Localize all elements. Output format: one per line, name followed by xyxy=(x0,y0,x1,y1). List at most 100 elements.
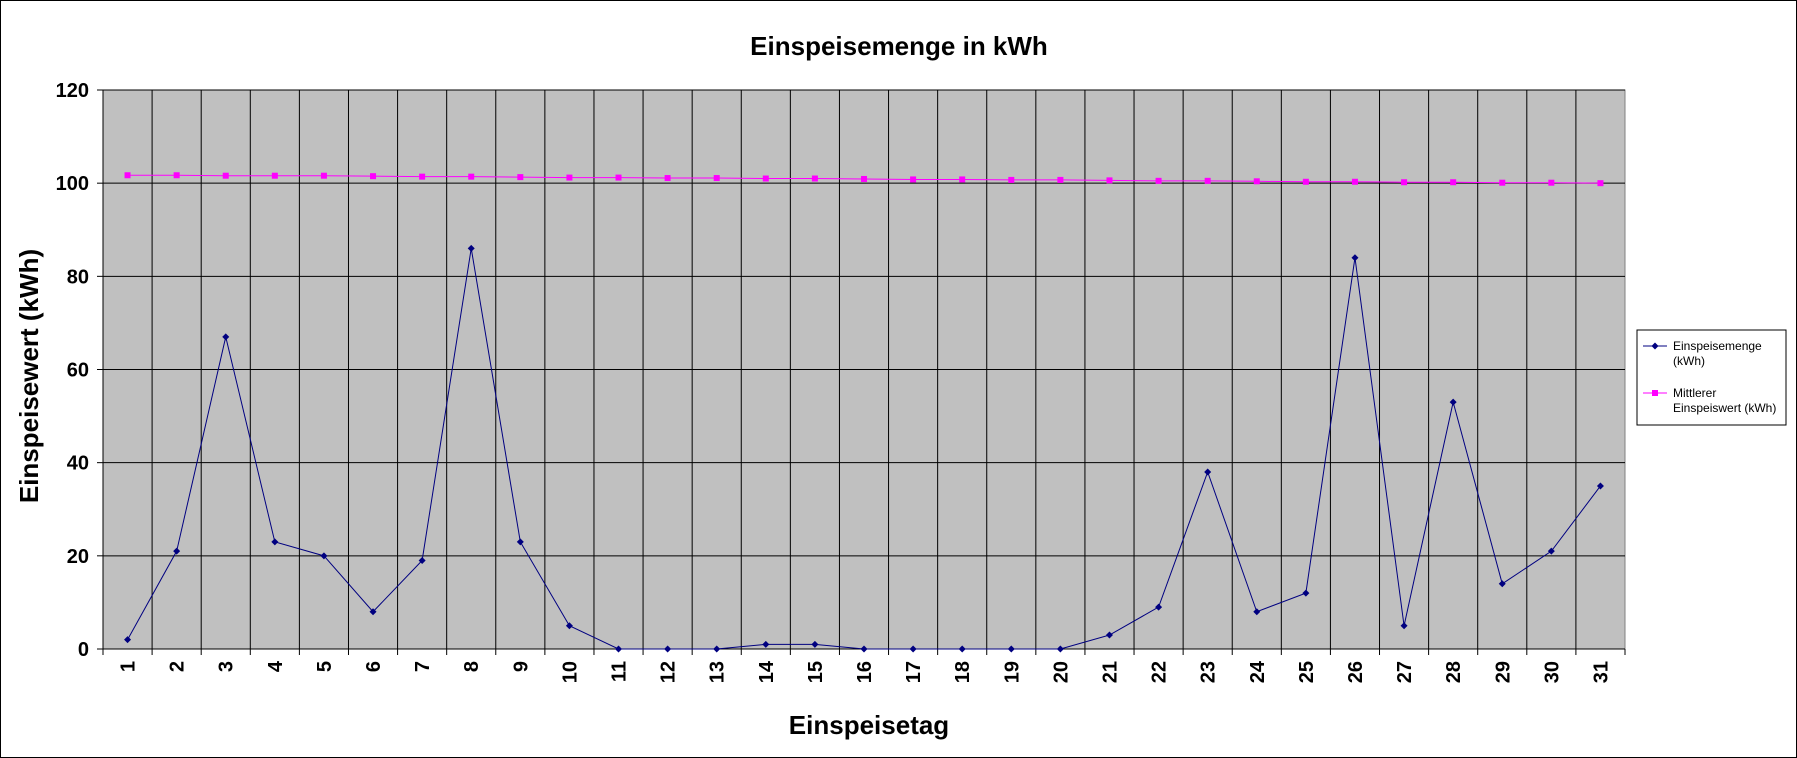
series-1-point xyxy=(1007,645,1015,653)
series-2-point xyxy=(566,174,573,181)
series-2-point xyxy=(173,172,180,179)
series-2-point xyxy=(1204,177,1211,184)
series-2-point xyxy=(1548,179,1555,186)
series-1-point xyxy=(762,640,770,648)
series-1-point xyxy=(1596,482,1604,490)
series-1-point xyxy=(271,538,279,546)
x-tick-label: 26 xyxy=(1345,661,1367,683)
x-tick-label: 31 xyxy=(1590,661,1612,683)
x-axis-title: Einspeisetag xyxy=(789,710,949,740)
series-2-point xyxy=(664,175,671,182)
x-tick-label: 14 xyxy=(756,660,778,683)
legend-label-1: (kWh) xyxy=(1673,354,1705,368)
series-1-point xyxy=(1498,580,1506,588)
x-tick-label: 15 xyxy=(805,661,827,683)
series-1-point xyxy=(1204,468,1212,476)
series-1-point xyxy=(124,636,132,644)
x-tick-label: 21 xyxy=(1099,661,1121,683)
series-2-point xyxy=(124,172,131,179)
series-2-point xyxy=(910,176,917,183)
series-2-point xyxy=(1057,176,1064,183)
series-2-point xyxy=(1253,178,1260,185)
x-tick-label: 11 xyxy=(609,661,631,682)
series-2-point xyxy=(1351,178,1358,185)
series-2-point xyxy=(320,172,327,179)
chart-title: Einspeisemenge in kWh xyxy=(750,31,1048,61)
series-1-point xyxy=(565,622,573,630)
x-tick-label: 20 xyxy=(1050,661,1072,683)
y-tick-label: 100 xyxy=(56,173,89,195)
series-1-point xyxy=(958,645,966,653)
series-1-point xyxy=(664,645,672,653)
series-1-point xyxy=(369,608,377,616)
series-2-point xyxy=(222,172,229,179)
series-1-point xyxy=(222,333,230,341)
series-1-point xyxy=(909,645,917,653)
series-1-point xyxy=(1351,254,1359,262)
legend-marker-2 xyxy=(1652,390,1658,396)
series-1-point xyxy=(1302,589,1310,597)
y-tick-label: 0 xyxy=(78,639,89,661)
x-tick-label: 16 xyxy=(854,661,876,683)
series-1-point xyxy=(320,552,328,560)
x-tick-label: 4 xyxy=(265,660,287,672)
series-2-point xyxy=(370,173,377,180)
y-tick-label: 20 xyxy=(67,546,89,568)
series-1-point xyxy=(516,538,524,546)
x-tick-label: 23 xyxy=(1198,661,1220,683)
series-2-point xyxy=(1008,176,1015,183)
legend-label-2: Einspeiswert (kWh) xyxy=(1673,401,1776,415)
x-tick-label: 9 xyxy=(510,661,532,672)
series-2-point xyxy=(1302,178,1309,185)
x-tick-label: 3 xyxy=(216,661,238,672)
x-tick-label: 2 xyxy=(167,661,189,672)
series-1-point xyxy=(418,556,426,564)
x-tick-label: 17 xyxy=(903,661,925,683)
series-1-point xyxy=(1105,631,1113,639)
x-tick-label: 24 xyxy=(1247,660,1269,683)
series-1-point xyxy=(1400,622,1408,630)
x-tick-label: 12 xyxy=(658,661,680,683)
legend-label-1: Einspeisemenge xyxy=(1673,339,1762,353)
x-tick-label: 8 xyxy=(461,661,483,672)
y-tick-label: 80 xyxy=(67,266,89,288)
y-tick-label: 120 xyxy=(56,80,89,102)
x-tick-label: 13 xyxy=(707,661,729,683)
y-tick-label: 40 xyxy=(67,453,89,475)
series-2-point xyxy=(713,175,720,182)
legend: Einspeisemenge(kWh) MittlererEinspeiswert… xyxy=(1636,329,1787,426)
series-2-point xyxy=(468,173,475,180)
series-1-point xyxy=(1547,547,1555,555)
series-1-point xyxy=(1155,603,1163,611)
series-1-point xyxy=(713,645,721,653)
series-1-point xyxy=(1056,645,1064,653)
series-1-point xyxy=(467,244,475,252)
x-tick-label: 19 xyxy=(1001,661,1023,683)
series-2-point xyxy=(1450,179,1457,186)
series-2-point xyxy=(959,176,966,183)
x-tick-label: 5 xyxy=(314,661,336,672)
y-tick-label: 60 xyxy=(67,360,89,382)
x-tick-label: 25 xyxy=(1296,661,1318,683)
series-1-point xyxy=(860,645,868,653)
y-axis-title: Einspeisewert (kWh) xyxy=(14,249,44,503)
x-tick-label: 29 xyxy=(1492,661,1514,683)
series-2-point xyxy=(1499,179,1506,186)
x-tick-label: 30 xyxy=(1541,661,1563,683)
series-2-point xyxy=(615,174,622,181)
series-2-point xyxy=(1597,180,1604,187)
x-tick-label: 1 xyxy=(118,661,140,672)
series-2-point xyxy=(861,175,867,182)
series-2-point xyxy=(1106,177,1113,184)
series-1-point xyxy=(173,547,181,555)
x-tick-label: 22 xyxy=(1149,661,1171,683)
legend-label-2: Mittlerer xyxy=(1673,386,1716,400)
series-2-point xyxy=(1155,177,1162,184)
x-tick-label: 10 xyxy=(559,661,581,683)
series-2-point xyxy=(811,175,818,182)
x-tick-label: 28 xyxy=(1443,661,1465,683)
series-2-point xyxy=(1401,179,1408,186)
